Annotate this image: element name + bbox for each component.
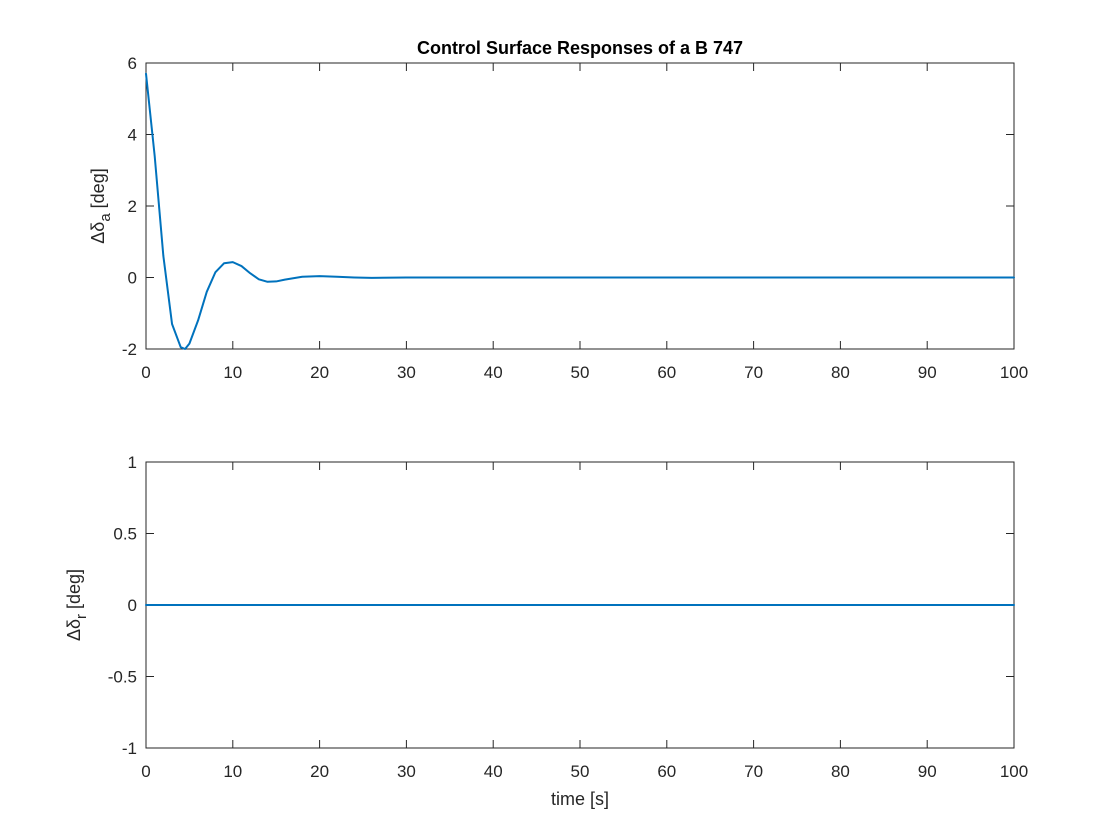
y-tick-label: -1 (122, 739, 137, 758)
x-tick-label: 100 (1000, 363, 1028, 382)
y-axis-label: Δδa [deg] (88, 168, 114, 243)
x-tick-label: 20 (310, 363, 329, 382)
y-tick-label: -0.5 (108, 668, 137, 687)
x-tick-label: 30 (397, 762, 416, 781)
bottom-plot: 0 10 20 30 40 50 60 70 80 90 100 -1 -0.5 0 0.5 1 Δδr [de… (64, 453, 1028, 781)
x-tick-label: 50 (571, 762, 590, 781)
x-tick-label: 70 (744, 762, 763, 781)
y-tick-label: 2 (128, 197, 137, 216)
plot-area-frame (145, 62, 1015, 350)
x-tick-label: 0 (141, 762, 150, 781)
x-tick-label: 60 (657, 363, 676, 382)
x-tick-label: 20 (310, 762, 329, 781)
series-line (145, 72, 1015, 350)
x-tick-label: 70 (744, 363, 763, 382)
bottom-x-axis-label: time [s] (551, 789, 609, 809)
x-tick-label: 60 (657, 762, 676, 781)
x-tick-label: 40 (484, 762, 503, 781)
x-tick-label: 50 (571, 363, 590, 382)
y-tick-label: 1 (128, 453, 137, 472)
x-tick-label: 10 (223, 762, 242, 781)
y-tick-label: 0.5 (113, 525, 137, 544)
x-tick-label: 90 (918, 363, 937, 382)
chart-title: Control Surface Responses of a B 747 (417, 38, 743, 58)
y-tick-label: -2 (122, 340, 137, 359)
y-tick-label: 4 (128, 126, 137, 145)
x-tick-label: 90 (918, 762, 937, 781)
y-tick-label: 0 (128, 596, 137, 615)
y-tick-label: 0 (128, 269, 137, 288)
x-tick-label: 0 (141, 363, 150, 382)
x-tick-label: 80 (831, 363, 850, 382)
x-tick-label: 10 (223, 363, 242, 382)
x-tick-label: 80 (831, 762, 850, 781)
x-tick-label: 30 (397, 363, 416, 382)
y-axis-label: Δδr [deg] (64, 569, 90, 641)
y-tick-label: 6 (128, 54, 137, 73)
x-tick-label: 100 (1000, 762, 1028, 781)
x-tick-label: 40 (484, 363, 503, 382)
